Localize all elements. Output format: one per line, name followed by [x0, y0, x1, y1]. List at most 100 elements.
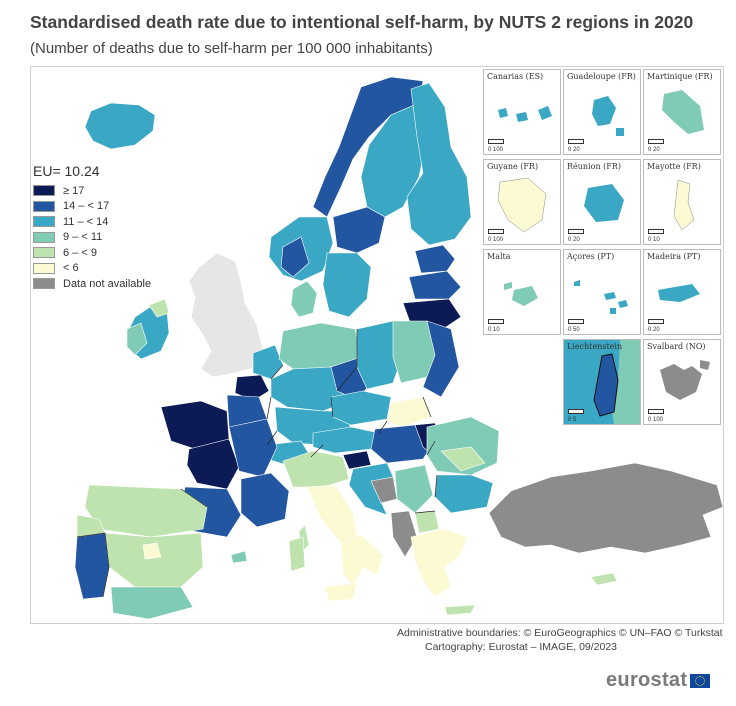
- map-frame: EU= 10.24 ≥ 17 14 – < 17 11 – < 14 9 – <…: [30, 66, 724, 624]
- inset-map: [584, 184, 624, 222]
- map-legend: EU= 10.24 ≥ 17 14 – < 17 11 – < 14 9 – <…: [33, 163, 203, 292]
- region-sicily: [324, 582, 358, 602]
- region-iceland: [84, 102, 156, 150]
- inset-map: [498, 106, 552, 122]
- region-turkey: [488, 462, 723, 554]
- inset-madeira: Madeira (PT) 0 20: [643, 249, 721, 335]
- credits-boundaries: Administrative boundaries: © EuroGeograp…: [397, 627, 723, 639]
- inset-map: [497, 177, 547, 233]
- inset-canarias: Canarias (ES) 0 100: [483, 69, 561, 155]
- legend-swatch: [33, 231, 55, 243]
- eu-flag-icon: [690, 673, 711, 688]
- region-france-southeast: [240, 472, 290, 528]
- country-borders: [76, 329, 438, 598]
- map-subtitle: (Number of deaths due to self-harm per 1…: [30, 40, 433, 57]
- region-norway-west: [280, 236, 310, 278]
- region-slovakia: [386, 396, 432, 428]
- region-slovenia: [342, 450, 372, 470]
- legend-item: 11 – < 14: [33, 214, 203, 230]
- region-norway-north: [312, 76, 424, 218]
- inset-map: [504, 282, 538, 306]
- inset-martinique: Martinique (FR) 0 20: [643, 69, 721, 155]
- region-italy-north: [282, 450, 350, 488]
- scale-text: 0 100: [648, 417, 664, 423]
- region-france-central: [228, 418, 278, 478]
- inset-map: [673, 179, 695, 231]
- legend-item: 6 – < 9: [33, 245, 203, 261]
- region-spain-madrid: [142, 542, 162, 560]
- logo-wordmark: eurostat: [606, 669, 688, 691]
- region-finland: [406, 82, 472, 246]
- inset-map: [660, 360, 710, 400]
- inset-label: Martinique (FR): [647, 72, 713, 81]
- inset-label: Réunion (FR): [567, 162, 621, 171]
- inset-label: Svalbard (NO): [647, 342, 706, 351]
- legend-swatch: [33, 247, 55, 259]
- inset-map: [662, 90, 704, 134]
- scale-bar: [488, 139, 504, 144]
- region-croatia: [348, 462, 396, 516]
- eurostat-logo: eurostat: [606, 669, 711, 692]
- region-denmark: [290, 280, 318, 318]
- region-north-macedonia: [414, 510, 440, 534]
- inset-map: [658, 284, 700, 302]
- scale-text: 0 100: [488, 237, 504, 243]
- region-serbia: [394, 464, 434, 514]
- region-spain-south: [110, 586, 194, 620]
- region-balearic: [230, 550, 248, 564]
- scale-bar: [648, 139, 664, 144]
- region-montenegro-albania: [390, 510, 418, 558]
- inset-label: Canarias (ES): [487, 72, 544, 81]
- credits-cartography: Cartography: Eurostat – IMAGE, 09/2023: [425, 641, 618, 653]
- inset-map: [592, 96, 624, 136]
- legend-swatch: [33, 185, 55, 197]
- inset-label: Liechtenstein: [567, 342, 623, 351]
- scale-text: 0 10: [648, 237, 660, 243]
- scale-text: 0 5: [568, 417, 577, 423]
- region-sardinia: [288, 536, 306, 572]
- region-belgium: [234, 374, 270, 402]
- region-spain-central: [104, 532, 204, 588]
- inset-malta: Malta 0 10: [483, 249, 561, 335]
- scale-bar: [568, 139, 584, 144]
- inset-label: Guyane (FR): [487, 162, 539, 171]
- inset-mayotte: Mayotte (FR) 0 10: [643, 159, 721, 245]
- legend-item: 9 – < 11: [33, 230, 203, 246]
- region-crete: [444, 604, 476, 616]
- region-czechia: [330, 390, 392, 426]
- region-italy-south: [340, 534, 384, 588]
- legend-item: < 6: [33, 261, 203, 277]
- legend-label: < 6: [63, 262, 79, 275]
- region-bosnia: [370, 476, 398, 504]
- scale-bar: [568, 229, 584, 234]
- scale-text: 0 20: [648, 147, 660, 153]
- region-northern-ireland: [148, 298, 170, 318]
- scale-text: 0 50: [568, 327, 580, 333]
- inset-guadeloupe: Guadeloupe (FR) 0 20: [563, 69, 641, 155]
- legend-label: Data not available: [63, 277, 152, 290]
- inset-guyane: Guyane (FR) 0 100: [483, 159, 561, 245]
- region-romania-south: [440, 446, 486, 472]
- legend-swatch: [33, 278, 55, 290]
- scale-bar: [648, 229, 664, 234]
- inset-map: [574, 280, 628, 314]
- region-poland-east: [422, 320, 460, 398]
- legend-item: 14 – < 17: [33, 199, 203, 215]
- legend-label: 6 – < 9: [63, 246, 97, 259]
- scale-bar: [648, 409, 664, 414]
- legend-swatch: [33, 216, 55, 228]
- inset-label: Mayotte (FR): [647, 162, 701, 171]
- scale-bar: [488, 229, 504, 234]
- region-latvia: [408, 270, 462, 300]
- scale-bar: [568, 409, 584, 414]
- inset-acores: Açores (PT) 0 50: [563, 249, 641, 335]
- legend-swatch: [33, 262, 55, 274]
- scale-text: 0 10: [488, 327, 500, 333]
- inset-label: Açores (PT): [567, 252, 615, 261]
- inset-liechtenstein: Liechtenstein 0 5: [563, 339, 641, 425]
- inset-label: Madeira (PT): [647, 252, 701, 261]
- region-sweden-mid: [332, 206, 386, 254]
- legend-swatch: [33, 200, 55, 212]
- legend-label: 9 – < 11: [63, 231, 103, 244]
- region-great-britain: [188, 252, 264, 378]
